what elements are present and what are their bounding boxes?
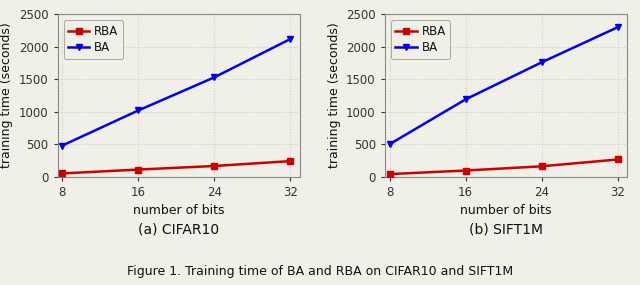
X-axis label: number of bits: number of bits: [460, 204, 552, 217]
Y-axis label: training time (seconds): training time (seconds): [1, 23, 13, 168]
RBA: [462, 169, 470, 172]
RBA: [614, 158, 621, 161]
RBA: [58, 172, 66, 175]
RBA: [287, 159, 294, 163]
Line: RBA: RBA: [59, 158, 294, 177]
Legend: RBA, BA: RBA, BA: [63, 20, 123, 59]
BA: [462, 98, 470, 101]
BA: [211, 76, 218, 79]
Text: Figure 1. Training time of BA and RBA on CIFAR10 and SIFT1M: Figure 1. Training time of BA and RBA on…: [127, 265, 513, 278]
Line: BA: BA: [59, 35, 294, 149]
RBA: [538, 165, 545, 168]
BA: [134, 109, 142, 112]
Line: RBA: RBA: [386, 156, 621, 178]
BA: [58, 144, 66, 147]
Line: BA: BA: [386, 24, 621, 148]
RBA: [211, 164, 218, 168]
Text: (a) CIFAR10: (a) CIFAR10: [138, 222, 220, 236]
X-axis label: number of bits: number of bits: [133, 204, 225, 217]
BA: [614, 26, 621, 29]
BA: [386, 142, 394, 146]
Y-axis label: training time (seconds): training time (seconds): [328, 23, 340, 168]
BA: [538, 61, 545, 64]
BA: [287, 37, 294, 41]
Legend: RBA, BA: RBA, BA: [390, 20, 451, 59]
Text: (b) SIFT1M: (b) SIFT1M: [469, 222, 543, 236]
RBA: [386, 172, 394, 176]
RBA: [134, 168, 142, 171]
